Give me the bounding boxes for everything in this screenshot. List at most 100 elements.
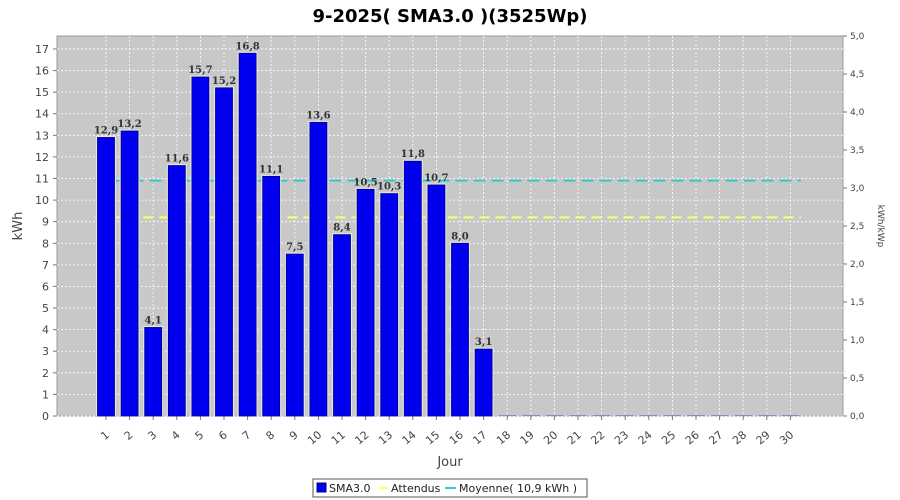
- bar: [97, 137, 115, 417]
- x-tick-label: 18: [494, 428, 513, 447]
- data-label: 15,7: [188, 65, 212, 76]
- data-label: 8,0: [451, 231, 468, 242]
- y-right-tick-label: 3,5: [850, 146, 864, 156]
- bar: [262, 175, 281, 417]
- x-tick-label: 11: [329, 428, 348, 447]
- x-tick-label: 20: [541, 428, 560, 447]
- y-right-tick-label: 0,0: [850, 412, 865, 422]
- data-label: 16,8: [235, 41, 259, 52]
- y-tick-label: 13: [35, 129, 49, 142]
- x-tick-label: 1: [98, 428, 112, 442]
- x-tick-label: 19: [518, 428, 537, 447]
- y-right-tick-label: 4,0: [850, 108, 865, 118]
- legend-swatch-sma3: [316, 482, 327, 493]
- y-tick-label: 15: [35, 86, 49, 99]
- y-tick-label: 12: [35, 151, 49, 164]
- x-tick-label: 25: [659, 428, 678, 447]
- y-tick-label: 0: [42, 410, 49, 423]
- y-tick-label: 1: [42, 388, 49, 401]
- bar: [285, 253, 304, 417]
- y-right-tick-label: 0,5: [850, 374, 864, 384]
- x-tick-label: 22: [588, 428, 607, 447]
- legend-label-sma3: SMA3.0: [329, 482, 371, 495]
- bar: [427, 184, 446, 417]
- x-tick-label: 28: [730, 428, 749, 447]
- x-axis-title: Jour: [436, 455, 463, 470]
- x-tick-label: 15: [423, 428, 442, 447]
- x-tick-label: 3: [145, 428, 159, 442]
- data-label: 11,6: [165, 154, 189, 165]
- data-label: 8,4: [333, 223, 350, 234]
- x-tick-label: 10: [305, 428, 324, 447]
- x-axis: 1 2 3 4 5 6 7 8 9 10 11 12 13 14 15 16 17 18 19 20 21 22 23 24 2…: [98, 416, 796, 447]
- y-tick-label: 7: [42, 259, 49, 272]
- data-label: 11,1: [259, 164, 283, 175]
- y-right-tick-label: 2,0: [850, 260, 865, 270]
- y-tick-label: 2: [42, 367, 49, 380]
- x-tick-label: 6: [216, 428, 230, 442]
- bar: [380, 193, 399, 417]
- data-label: 15,2: [212, 76, 236, 87]
- bar: [474, 348, 493, 417]
- bar: [309, 121, 328, 417]
- y-tick-label: 17: [35, 43, 49, 56]
- x-tick-label: 26: [683, 428, 702, 447]
- data-label: 12,9: [94, 125, 118, 136]
- y-right-tick-label: 4,5: [850, 70, 864, 80]
- y-right-tick-label: 5,0: [850, 32, 865, 42]
- y-tick-label: 9: [42, 216, 49, 229]
- y-tick-label: 16: [35, 65, 49, 78]
- x-tick-label: 16: [447, 428, 466, 447]
- x-tick-label: 27: [706, 428, 725, 447]
- bar: [120, 130, 139, 417]
- y-axis-right-title: kWh/kWp: [875, 205, 885, 248]
- x-tick-label: 30: [777, 428, 796, 447]
- x-tick-label: 14: [400, 428, 419, 447]
- y-axis-right: 0,0 0,5 1,0 1,5 2,0 2,5 3,0 3,5 4,0 4,5 5,0: [843, 32, 865, 422]
- data-labels: 12,913,2 4,1 11,6 15,715,2 16,8 11,1 7,5 13,6 8,…: [94, 41, 492, 348]
- data-label: 3,1: [475, 337, 492, 348]
- x-tick-label: 12: [352, 428, 371, 447]
- y-right-tick-label: 1,0: [850, 336, 865, 346]
- chart-title: 9-2025( SMA3.0 )(3525Wp): [312, 6, 587, 27]
- y-right-tick-label: 2,5: [850, 222, 864, 232]
- legend-label-attendus: Attendus: [391, 482, 441, 495]
- y-tick-label: 11: [35, 173, 49, 186]
- bars: [96, 51, 799, 417]
- x-tick-label: 9: [287, 428, 301, 442]
- legend-label-moyenne: Moyenne( 10,9 kWh ): [459, 482, 577, 495]
- x-tick-label: 24: [636, 428, 655, 447]
- bar: [191, 76, 210, 417]
- y-right-tick-label: 1,5: [850, 298, 864, 308]
- x-tick-label: 2: [122, 428, 136, 442]
- data-label: 10,5: [353, 177, 377, 188]
- data-label: 7,5: [286, 242, 303, 253]
- y-tick-label: 3: [42, 345, 49, 358]
- data-label: 13,2: [117, 119, 141, 130]
- bar: [333, 234, 351, 417]
- data-label: 10,3: [377, 182, 401, 193]
- y-tick-label: 8: [42, 237, 49, 250]
- x-tick-label: 17: [470, 428, 489, 447]
- bar: [144, 327, 163, 417]
- bar: [356, 188, 375, 417]
- x-tick-label: 4: [169, 428, 183, 442]
- x-tick-label: 21: [565, 428, 584, 447]
- y-right-tick-label: 3,0: [850, 184, 865, 194]
- y-tick-label: 4: [42, 324, 49, 337]
- data-label: 13,6: [306, 110, 330, 121]
- data-label: 11,8: [401, 149, 425, 160]
- bar: [167, 165, 186, 417]
- data-label: 10,7: [424, 173, 448, 184]
- bar: [451, 242, 469, 417]
- y-tick-label: 6: [42, 280, 49, 293]
- y-axis-title: kWh: [11, 212, 26, 241]
- x-tick-label: 8: [263, 428, 277, 442]
- bar: [238, 52, 257, 417]
- x-tick-label: 13: [376, 428, 395, 447]
- x-tick-label: 23: [612, 428, 631, 447]
- x-tick-label: 5: [193, 428, 207, 442]
- legend: SMA3.0 Attendus Moyenne( 10,9 kWh ): [312, 478, 588, 498]
